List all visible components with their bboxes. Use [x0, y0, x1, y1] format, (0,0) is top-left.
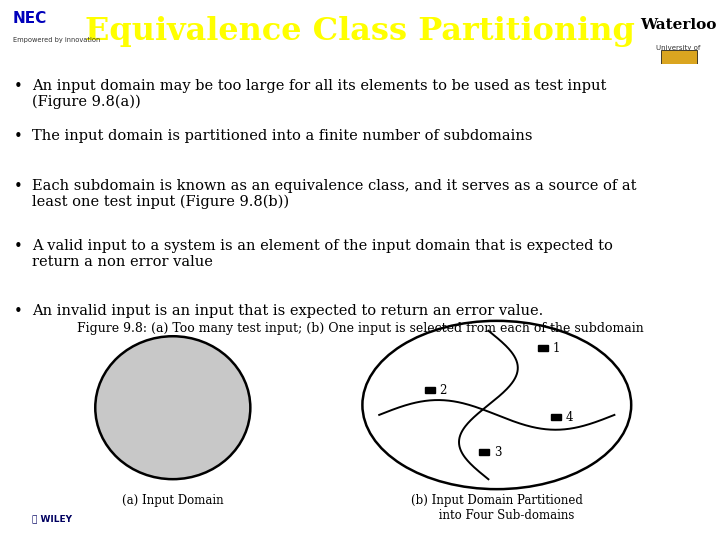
Bar: [551, 414, 561, 420]
Text: An input domain may be too large for all its elements to be used as test input
(: An input domain may be too large for all…: [32, 79, 606, 110]
Text: Empowered by innovation: Empowered by innovation: [13, 37, 100, 43]
Text: A valid input to a system is an element of the input domain that is expected to
: A valid input to a system is an element …: [32, 239, 613, 269]
Text: Waterloo: Waterloo: [640, 18, 716, 32]
Bar: [538, 345, 548, 351]
Text: 1: 1: [553, 342, 560, 355]
Text: Equivalence Class Partitioning: Equivalence Class Partitioning: [85, 16, 635, 48]
Text: (a) Input Domain: (a) Input Domain: [122, 494, 224, 507]
Text: •: •: [14, 239, 22, 254]
Text: Figure 9.8: (a) Too many test input; (b) One input is selected from each of the : Figure 9.8: (a) Too many test input; (b)…: [76, 321, 644, 335]
Text: •: •: [14, 79, 22, 94]
Bar: [661, 50, 697, 64]
Text: 18: 18: [691, 513, 708, 526]
Text: The input domain is partitioned into a finite number of subdomains: The input domain is partitioned into a f…: [32, 129, 533, 143]
Ellipse shape: [362, 321, 631, 489]
Text: 3: 3: [494, 446, 502, 458]
Bar: [480, 449, 490, 455]
Text: •: •: [14, 129, 22, 144]
Text: Each subdomain is known as an equivalence class, and it serves as a source of at: Each subdomain is known as an equivalenc…: [32, 179, 636, 210]
Text: University of: University of: [656, 45, 701, 51]
Text: (b) Input Domain Partitioned
     into Four Sub-domains: (b) Input Domain Partitioned into Four S…: [411, 494, 582, 522]
Circle shape: [0, 507, 282, 532]
Text: •: •: [14, 179, 22, 194]
Text: •: •: [14, 303, 22, 319]
Text: NEC: NEC: [13, 11, 48, 26]
Text: Ⓦ WILEY: Ⓦ WILEY: [32, 515, 72, 523]
Text: © Naik & Tripathy: © Naik & Tripathy: [589, 515, 670, 524]
Text: 4: 4: [566, 411, 573, 424]
Text: An invalid input is an input that is expected to return an error value.: An invalid input is an input that is exp…: [32, 303, 544, 318]
Ellipse shape: [95, 336, 251, 479]
Text: Software Testing and QA: Software Testing and QA: [297, 509, 423, 518]
Text: Theory and Practice (Chapter 9: Functional Testing): Theory and Practice (Chapter 9: Function…: [252, 523, 468, 532]
Text: 2: 2: [440, 383, 447, 397]
Bar: [425, 387, 435, 393]
